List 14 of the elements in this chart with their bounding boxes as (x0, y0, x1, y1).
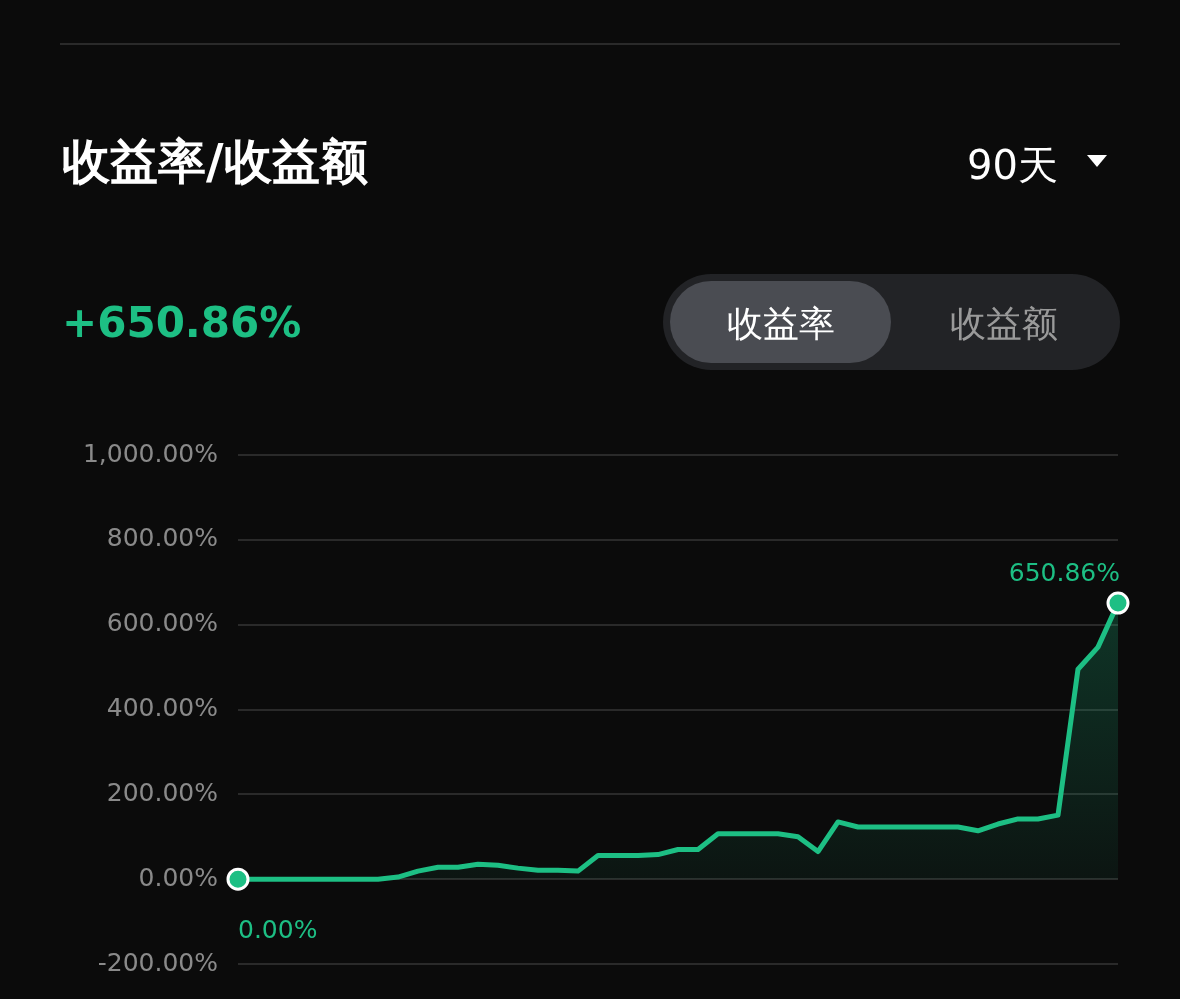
y-tick-label: 0.00% (138, 862, 218, 892)
text: 收益率 (725, 302, 836, 346)
y-tick-label: -200.00% (97, 947, 218, 977)
y-tick-label: 600.00% (106, 608, 218, 638)
text: 90天 (967, 141, 1058, 190)
y-tick-label: 200.00% (106, 777, 218, 807)
y-tick-label: 800.00% (106, 523, 218, 553)
data-label: 650.86% (1008, 558, 1120, 588)
chart-title: 收益率/收益额 (62, 132, 368, 191)
y-tick-label: 1,000.00% (82, 438, 218, 468)
text: +650.86% (62, 298, 302, 347)
text: 收益额 (948, 302, 1059, 346)
y-tick-label: 400.00% (106, 693, 218, 722)
data-label: 0.00% (238, 915, 318, 945)
